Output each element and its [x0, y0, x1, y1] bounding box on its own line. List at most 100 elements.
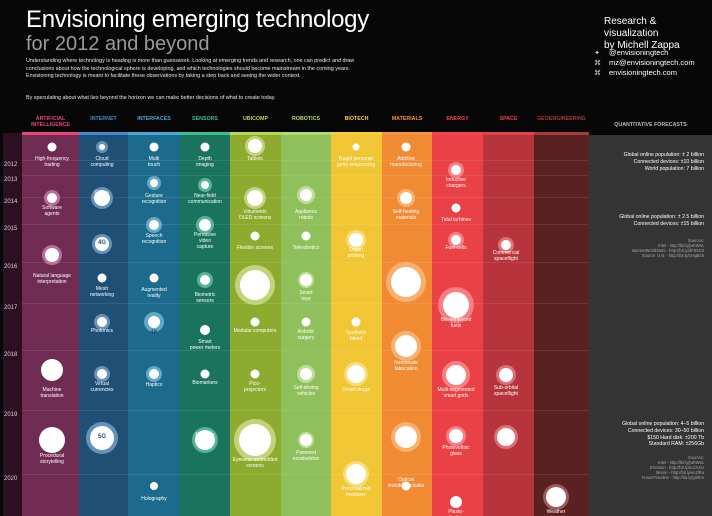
technology-marker-core — [239, 424, 271, 456]
technology-marker-core — [501, 240, 511, 250]
social-link-text: envisioningtech.com — [609, 68, 677, 77]
technology-label: Machine vision — [195, 432, 215, 444]
column-header: ARTIFICIAL INTELLIGENCE — [31, 116, 70, 128]
technology-label: Cloud computing — [90, 156, 114, 168]
forecast-line: $150 Hard disk: ±200 Tb — [647, 434, 704, 441]
column-header: SENSORS — [192, 116, 218, 122]
social-link-text: @envisioningtech — [609, 48, 669, 57]
intro-closing: By speculating about what lies beyond th… — [26, 95, 276, 101]
technology-label: Fuel cells — [445, 245, 467, 251]
year-gridline — [22, 350, 589, 351]
technology-label: Gesture recognition — [141, 193, 167, 205]
technology-label: Commercial spaceflight — [492, 250, 520, 262]
technology-marker-core — [499, 368, 513, 382]
technology-marker — [301, 317, 311, 327]
column-header-bar — [281, 132, 331, 135]
forecast-block: Global online population: ± 2 billion Con… — [624, 152, 704, 172]
technology-marker-core — [300, 189, 312, 201]
source-line: FutureTimeline - http://bit.ly/gIiKbn — [641, 474, 704, 480]
technology-label: Sub-orbital spaceflight — [493, 385, 519, 397]
technology-label: Mesh networking — [89, 286, 115, 298]
technology-label: Virtual currencies — [90, 381, 114, 393]
technology-marker — [450, 496, 462, 508]
technology-label: Organ printing — [347, 247, 365, 259]
year-label: 2014 — [4, 199, 18, 205]
column-header: UBICOMP — [242, 116, 268, 122]
technology-label: Cyber- warfare — [93, 190, 111, 202]
social-link[interactable]: ⌘ envisioningtech.com — [594, 68, 677, 77]
technology-label: Machine translation — [40, 387, 64, 399]
forecast-line: Global online population: ± 2.5 billion — [619, 214, 704, 220]
technology-label: Photovoltaic glass — [442, 445, 470, 457]
social-link[interactable]: ✦ @envisioningtech — [594, 48, 668, 57]
technology-marker — [401, 481, 411, 491]
technology-label: Smart toys — [299, 290, 313, 302]
technology-label: Tablets — [247, 156, 263, 162]
technology-marker-core — [247, 190, 263, 206]
source-line: InternetWorldStats - http://bit.ly/dF8XD… — [631, 247, 704, 253]
technology-marker-core — [451, 165, 461, 175]
technology-label: Powered exoskeleton — [292, 450, 320, 462]
technology-label: 5G — [97, 434, 107, 440]
technology-marker — [200, 142, 210, 152]
technology-label: Biomarkers — [192, 380, 218, 386]
year-label: 2020 — [4, 476, 18, 482]
forecast-line: World population: 7 billion — [644, 165, 704, 172]
technology-label: Robotic surgery — [297, 329, 315, 341]
social-link[interactable]: ⌘ mz@envisioningtech.com — [594, 58, 695, 67]
year-gridline — [22, 160, 589, 161]
year-gridline — [22, 410, 589, 411]
technology-marker-core — [449, 429, 463, 443]
forecast-block: Global online population: 4–5 billion Con… — [622, 421, 704, 448]
column-header-bar — [22, 132, 79, 135]
technology-marker-core — [347, 365, 365, 383]
technology-label: Meta- materials — [395, 433, 417, 445]
technology-label: Pico- projectors — [244, 381, 266, 393]
technology-marker — [149, 142, 159, 152]
year-gridline — [22, 262, 589, 263]
technology-label: 4K — [150, 330, 158, 336]
social-link-text: mz@envisioningtech.com — [609, 58, 695, 67]
column-header-bar — [128, 132, 180, 135]
technology-label: Weather engineering — [543, 509, 569, 516]
technology-marker — [250, 317, 260, 327]
technology-label: Self-driving vehicles — [293, 385, 319, 397]
technology-marker — [352, 143, 360, 151]
column-header: SPACE — [499, 116, 518, 122]
technology-label: Self-healing materials — [392, 209, 420, 221]
technology-marker-core — [45, 248, 59, 262]
source-line: Sources: — [687, 455, 704, 460]
technology-marker-core — [240, 270, 270, 300]
technology-marker-core — [148, 316, 160, 328]
technology-marker-core — [97, 317, 107, 327]
technology-label: Tidal turbines — [441, 217, 471, 223]
technology-marker-core — [47, 193, 57, 203]
technology-marker-core — [90, 426, 114, 450]
technology-label: Nanoscale fabrication — [394, 360, 418, 372]
technology-marker — [250, 231, 260, 241]
technology-label: Depth imaging — [196, 156, 214, 168]
technology-marker-core — [97, 369, 107, 379]
technology-label: Smart drugs — [342, 387, 370, 393]
technology-marker — [200, 325, 210, 335]
technology-marker-core — [149, 220, 159, 230]
source-line: Source: U.N. - http://bit.ly/1regBz5 — [641, 252, 704, 258]
technology-label: Biometric sensors — [194, 292, 216, 304]
technology-marker-core — [199, 219, 211, 231]
column-10 — [483, 135, 534, 516]
technology-marker — [351, 317, 361, 327]
technology-marker — [97, 273, 107, 283]
forecast-line: Global online population: 4–5 billion — [622, 421, 704, 427]
technology-label: 4G — [97, 240, 107, 246]
forecast-header: QUANTITATIVE FORECASTS — [614, 122, 687, 128]
forecast-block: Global online population: ± 2.5 billion C… — [619, 214, 704, 228]
column-header-bar — [180, 132, 230, 135]
year-label: 2019 — [4, 412, 18, 418]
column-header: BIOTECH — [344, 116, 369, 122]
technology-marker-core — [94, 190, 110, 206]
technology-marker-core — [300, 368, 312, 380]
column-header-bar — [534, 132, 589, 135]
year-label: 2016 — [4, 264, 18, 270]
technology-marker-core — [201, 181, 209, 189]
